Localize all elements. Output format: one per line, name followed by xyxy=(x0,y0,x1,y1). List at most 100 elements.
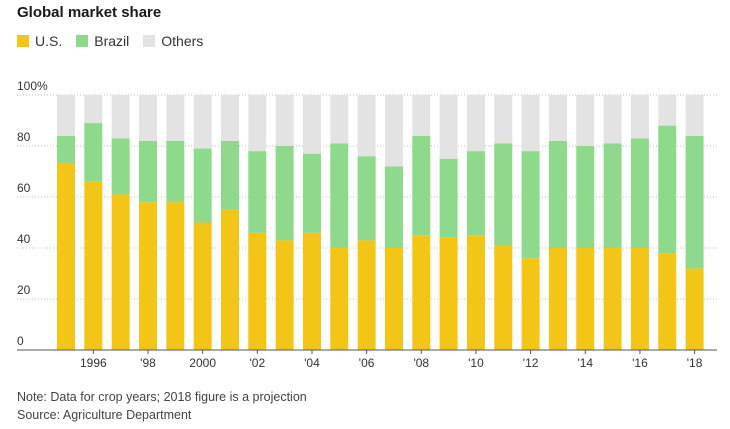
legend-swatch-us xyxy=(17,35,29,47)
bar-brazil-2002 xyxy=(248,151,267,233)
bar-others-2012 xyxy=(521,95,540,152)
bar-brazil-1996 xyxy=(84,123,103,182)
bar-us-1999 xyxy=(166,202,185,350)
chart-note: Note: Data for crop years; 2018 figure i… xyxy=(17,390,307,404)
bar-us-1997 xyxy=(111,194,130,350)
bar-us-2003 xyxy=(275,240,294,350)
legend-label-others: Others xyxy=(161,33,204,49)
bar-others-2001 xyxy=(220,95,239,141)
legend-swatch-others xyxy=(143,35,156,47)
bar-us-1998 xyxy=(138,202,157,350)
y-tick-label-0: 0 xyxy=(17,334,24,348)
bar-brazil-2014 xyxy=(576,146,595,248)
bar-others-2008 xyxy=(412,95,431,136)
x-tick-label-2006: '06 xyxy=(359,356,375,370)
x-tick-label-2000: 2000 xyxy=(189,356,216,370)
bar-others-2018 xyxy=(685,95,704,136)
legend-swatch-brazil xyxy=(76,35,89,47)
bar-us-2001 xyxy=(220,209,239,350)
bar-brazil-2003 xyxy=(275,146,294,241)
bar-us-2012 xyxy=(521,258,540,350)
bar-brazil-2015 xyxy=(603,143,622,248)
bar-others-2002 xyxy=(248,95,267,152)
bar-brazil-2013 xyxy=(548,140,567,248)
bar-us-2011 xyxy=(494,245,513,350)
bar-others-2004 xyxy=(302,95,321,154)
bar-brazil-1997 xyxy=(111,138,130,195)
bar-brazil-2000 xyxy=(193,148,212,223)
bar-us-2002 xyxy=(248,232,267,350)
bar-us-2017 xyxy=(658,253,677,350)
legend-item-brazil: Brazil xyxy=(76,33,129,49)
legend: U.S. Brazil Others xyxy=(17,33,217,49)
bar-others-2006 xyxy=(357,95,376,157)
bar-brazil-2005 xyxy=(330,143,349,248)
bar-brazil-1999 xyxy=(166,140,185,203)
x-tick-label-1998: '98 xyxy=(140,356,156,370)
bar-us-1995 xyxy=(57,163,75,350)
bar-us-2016 xyxy=(630,248,649,350)
x-tick-label-2012: '12 xyxy=(523,356,539,370)
y-tick-label-40: 40 xyxy=(17,232,31,246)
bar-others-2015 xyxy=(603,95,622,144)
bar-brazil-2007 xyxy=(384,166,403,248)
bar-others-2013 xyxy=(548,95,567,141)
x-tick-label-2014: '14 xyxy=(577,356,593,370)
bar-us-2004 xyxy=(302,232,321,350)
x-tick-label-2002: '02 xyxy=(249,356,265,370)
bar-us-2018 xyxy=(685,268,704,350)
bar-others-1999 xyxy=(166,95,185,141)
bar-others-2014 xyxy=(576,95,595,146)
legend-item-others: Others xyxy=(143,33,203,49)
bar-brazil-2008 xyxy=(412,135,431,236)
bar-us-2006 xyxy=(357,240,376,350)
x-tick-label-2018: '18 xyxy=(687,356,703,370)
x-tick-label-1996: 1996 xyxy=(80,356,107,370)
bar-us-2013 xyxy=(548,248,567,350)
bar-others-2010 xyxy=(466,95,485,152)
bar-others-2005 xyxy=(330,95,349,144)
bar-us-2000 xyxy=(193,222,212,350)
bar-others-1996 xyxy=(84,95,103,124)
bar-brazil-2016 xyxy=(630,138,649,248)
y-tick-label-100: 100% xyxy=(17,79,48,93)
y-tick-label-20: 20 xyxy=(17,283,31,297)
legend-label-us: U.S. xyxy=(35,33,63,49)
bar-brazil-2009 xyxy=(439,158,458,238)
bar-others-2007 xyxy=(384,95,403,167)
bar-others-2016 xyxy=(630,95,649,139)
bar-brazil-2011 xyxy=(494,143,513,246)
bar-brazil-2018 xyxy=(685,135,704,269)
bar-brazil-2012 xyxy=(521,151,540,259)
bar-brazil-1995 xyxy=(57,135,75,164)
bar-others-2011 xyxy=(494,95,513,144)
y-tick-label-60: 60 xyxy=(17,181,31,195)
bar-brazil-2004 xyxy=(302,153,321,233)
bar-brazil-1998 xyxy=(138,140,157,203)
x-tick-label-2004: '04 xyxy=(304,356,320,370)
bar-others-2000 xyxy=(193,95,212,149)
bar-brazil-2001 xyxy=(220,140,239,210)
bar-others-1998 xyxy=(138,95,157,141)
bar-others-1995 xyxy=(57,95,75,136)
bar-us-2008 xyxy=(412,235,431,350)
bar-others-2017 xyxy=(658,95,677,126)
bar-us-2014 xyxy=(576,248,595,350)
x-tick-label-2008: '08 xyxy=(413,356,429,370)
bar-others-1997 xyxy=(111,95,130,139)
legend-label-brazil: Brazil xyxy=(94,33,130,49)
bar-us-2010 xyxy=(466,235,485,350)
bar-others-2009 xyxy=(439,95,458,159)
bar-others-2003 xyxy=(275,95,294,146)
x-tick-label-2016: '16 xyxy=(632,356,648,370)
chart-source: Source: Agriculture Department xyxy=(17,408,192,422)
chart-title: Global market share xyxy=(17,4,162,21)
bar-brazil-2006 xyxy=(357,156,376,241)
y-tick-label-80: 80 xyxy=(17,130,31,144)
bar-us-2015 xyxy=(603,248,622,350)
bar-us-2007 xyxy=(384,248,403,350)
x-tick-label-2010: '10 xyxy=(468,356,484,370)
bar-us-2005 xyxy=(330,248,349,350)
bar-us-1996 xyxy=(84,181,103,350)
